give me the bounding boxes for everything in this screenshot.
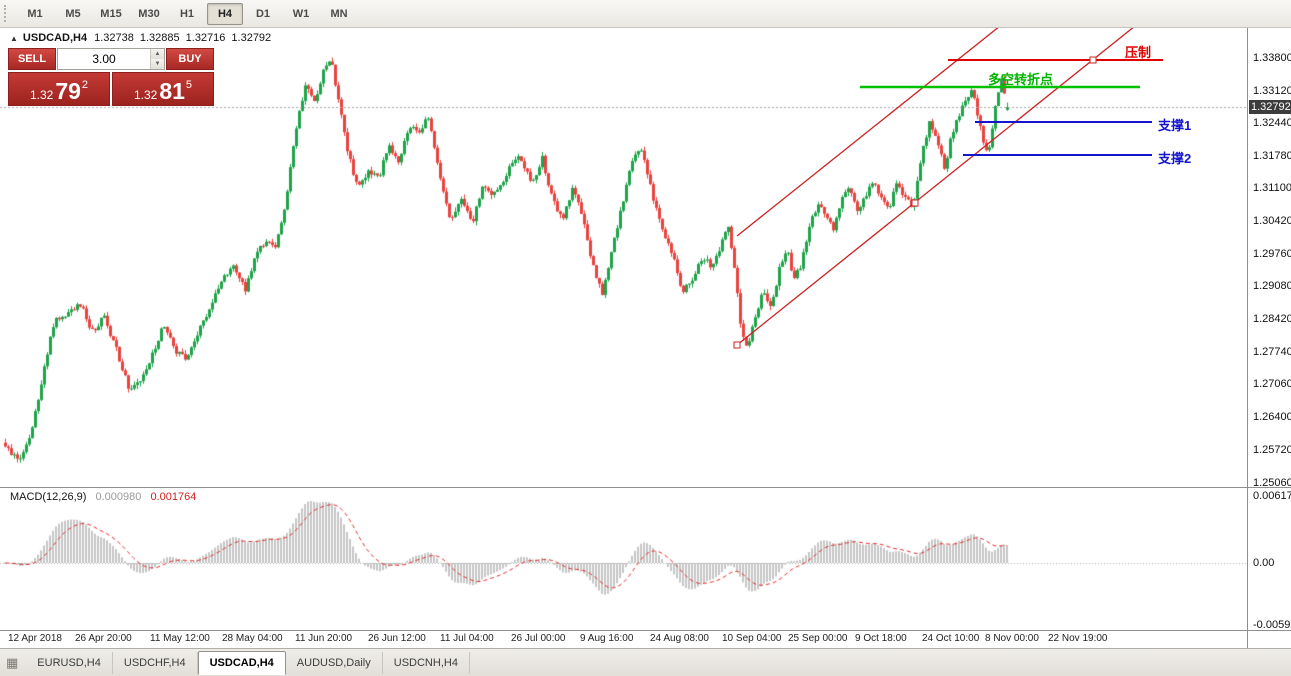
- time-axis-label: 24 Oct 10:00: [922, 633, 980, 644]
- price-axis-tick: 1.25720: [1253, 444, 1291, 456]
- timeframe-toolbar: M1 M5 M15 M30 H1 H4 D1 W1 MN: [0, 0, 1291, 28]
- symbol-label: USDCAD,H4: [22, 32, 88, 44]
- chart-tabs: EURUSD,H4 USDCHF,H4 USDCAD,H4 AUDUSD,Daily U…: [26, 649, 470, 676]
- volume-up-icon[interactable]: ▲: [151, 49, 164, 59]
- candlestick-chart-canvas[interactable]: [0, 28, 1246, 630]
- time-axis[interactable]: 12 Apr 2018 26 Apr 20:00 11 May 12:00 28 Ma…: [0, 631, 1246, 648]
- timeframe-button-m1[interactable]: M1: [27, 7, 43, 20]
- tab-usdcad-h4[interactable]: USDCAD,H4: [197, 650, 286, 675]
- toolbar-grip[interactable]: [4, 5, 9, 22]
- ohlc-open: 1.32738: [94, 32, 134, 44]
- volume-down-icon[interactable]: ▼: [151, 59, 164, 69]
- resistance-label: 压制: [1125, 45, 1152, 60]
- timeframe-button-w1[interactable]: W1: [292, 7, 310, 20]
- price-axis-tick: 1.33120: [1253, 85, 1291, 97]
- sell-price-pips: 79: [55, 78, 81, 105]
- sell-price-tile[interactable]: 1.32 79 2: [8, 72, 110, 106]
- macd-signal-value: 0.001764: [150, 491, 197, 503]
- price-axis-tick: 1.31780: [1253, 150, 1291, 162]
- volume-spinner: ▲ ▼: [150, 49, 164, 69]
- time-axis-label: 12 Apr 2018: [8, 633, 62, 644]
- panel-collapse-icon[interactable]: ▲: [10, 33, 18, 43]
- tab-usdcnh-h4[interactable]: USDCNH,H4: [383, 651, 470, 674]
- time-axis-label: 11 May 12:00: [150, 633, 210, 644]
- one-click-trade-panel: SELL 3.00 ▲ ▼ BUY 1.32 79 2 1.32 81 5: [8, 48, 214, 106]
- price-axis-tick: 1.30420: [1253, 215, 1291, 227]
- pane-separator[interactable]: [0, 487, 1291, 488]
- macd-axis-tick: 0.00617: [1253, 490, 1291, 502]
- price-axis-tick: 1.29760: [1253, 248, 1291, 260]
- ohlc-close: 1.32792: [231, 32, 272, 44]
- timeframe-button-m5[interactable]: M5: [65, 7, 81, 20]
- buy-price-prefix: 1.32: [133, 88, 158, 102]
- volume-box: 3.00 ▲ ▼: [57, 48, 165, 70]
- price-axis-tick: 1.26400: [1253, 411, 1291, 423]
- time-axis-label: 11 Jun 20:00: [295, 633, 353, 644]
- time-axis-label: 28 May 04:00: [222, 633, 283, 644]
- price-axis-tick: 1.31100: [1253, 182, 1291, 194]
- time-axis-label: 11 Jul 04:00: [440, 633, 494, 644]
- price-axis-tick: 1.29080: [1253, 280, 1291, 292]
- time-axis-label: 26 Jul 00:00: [511, 633, 566, 644]
- time-axis-label: 8 Nov 00:00: [985, 633, 1039, 644]
- time-axis-label: 26 Apr 20:00: [75, 633, 132, 644]
- macd-axis-tick: -0.00592: [1253, 619, 1291, 631]
- sell-price-point: 2: [81, 79, 89, 91]
- time-axis-label: 22 Nov 19:00: [1048, 633, 1108, 644]
- timeframe-button-h4[interactable]: H4: [207, 2, 243, 25]
- chart-area[interactable]: [0, 28, 1246, 630]
- price-axis-tick: 1.32440: [1253, 117, 1291, 129]
- ohlc-high: 1.32885: [139, 32, 180, 44]
- time-axis-label: 9 Oct 18:00: [855, 633, 907, 644]
- price-axis-tick: 1.28420: [1253, 313, 1291, 325]
- timeframe-button-m15[interactable]: M15: [100, 7, 122, 20]
- tab-usdchf-h4[interactable]: USDCHF,H4: [113, 651, 198, 674]
- buy-price-pips: 81: [159, 78, 185, 105]
- timeframe-button-h1[interactable]: H1: [179, 7, 195, 20]
- price-axis-tick: 1.25060: [1253, 477, 1291, 489]
- buy-button[interactable]: BUY: [166, 48, 214, 70]
- timeframe-button-d1[interactable]: D1: [255, 7, 271, 20]
- macd-axis-tick: 0.00: [1253, 557, 1275, 569]
- time-axis-label: 9 Aug 16:00: [580, 633, 634, 644]
- sell-price-prefix: 1.32: [29, 88, 54, 102]
- price-axis-tick: 1.33800: [1253, 52, 1291, 64]
- timeframe-button-mn[interactable]: MN: [330, 7, 348, 20]
- tab-audusd-daily[interactable]: AUDUSD,Daily: [286, 651, 383, 674]
- buy-price-point: 5: [185, 79, 193, 91]
- time-axis-label: 25 Sep 00:00: [788, 633, 848, 644]
- macd-indicator-title: MACD(12,26,9) 0.000980 0.001764: [10, 491, 202, 503]
- sell-button[interactable]: SELL: [8, 48, 56, 70]
- tab-eurusd-h4[interactable]: EURUSD,H4: [26, 651, 113, 674]
- timeframe-buttons-group: M1 M5 M15 M30 H1 H4 D1 W1 MN: [16, 2, 358, 25]
- time-axis-label: 24 Aug 08:00: [650, 633, 709, 644]
- buy-price-tile[interactable]: 1.32 81 5: [112, 72, 214, 106]
- support2-label: 支撑2: [1158, 151, 1192, 166]
- chart-ohlc-header: ▲ USDCAD,H4 1.32738 1.32885 1.32716 1.32…: [10, 32, 277, 44]
- chart-tab-bar: ▦ EURUSD,H4 USDCHF,H4 USDCAD,H4 AUDUSD,Dail…: [0, 648, 1291, 676]
- timeframe-button-m30[interactable]: M30: [138, 7, 160, 20]
- macd-name: MACD(12,26,9): [10, 491, 87, 503]
- price-axis-tick: 1.27740: [1253, 346, 1291, 358]
- pivot-label: 多空转折点: [988, 72, 1054, 87]
- time-axis-label: 26 Jun 12:00: [368, 633, 426, 644]
- price-axis-tick: 1.27060: [1253, 378, 1291, 390]
- time-axis-label: 10 Sep 04:00: [722, 633, 782, 644]
- volume-input[interactable]: 3.00: [92, 52, 116, 66]
- macd-value: 0.000980: [95, 491, 142, 503]
- time-axis-separator: [0, 630, 1291, 631]
- price-axis[interactable]: 1.32792 1.33800 1.33120 1.32440 1.31780 1.31…: [1247, 28, 1291, 648]
- current-price-tag: 1.32792: [1249, 100, 1291, 114]
- charts-list-icon[interactable]: ▦: [6, 654, 19, 670]
- ohlc-low: 1.32716: [185, 32, 226, 44]
- support1-label: 支撑1: [1158, 118, 1192, 133]
